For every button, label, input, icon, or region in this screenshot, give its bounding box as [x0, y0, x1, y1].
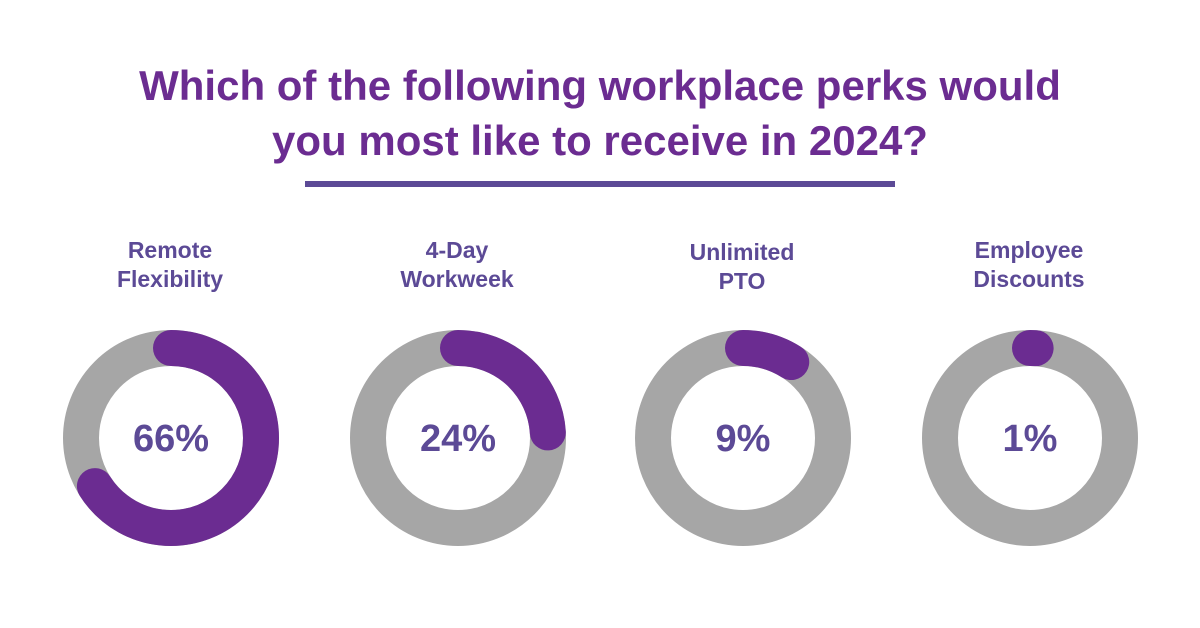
chart-title-line-1: Which of the following workplace perks w… [139, 62, 1061, 109]
title-divider [305, 181, 895, 187]
perk-label-line-2: PTO [718, 268, 766, 294]
perk-label-line-2: Flexibility [116, 266, 224, 292]
perk-card-4-day-workweek: 4-Day Workweek 24% [327, 230, 587, 560]
donut-value-arc [350, 330, 566, 546]
donut-value-arc [635, 330, 851, 546]
perk-label: Unlimited PTO [612, 238, 872, 296]
donut-chart: 9% [635, 330, 851, 546]
donut-percent-label: 24% [420, 418, 496, 460]
donut-chart: 1% [922, 330, 1138, 546]
perk-label-line-2: Discounts [973, 266, 1085, 292]
perk-label: 4-Day Workweek [327, 236, 587, 294]
donut-value-arc [922, 330, 1138, 546]
donut-value-arc [63, 330, 279, 546]
donut-chart: 24% [350, 330, 566, 546]
donut-percent-label: 1% [1003, 418, 1058, 460]
perk-label-line-1: 4-Day [425, 237, 489, 263]
donut-svg: 1% [922, 330, 1138, 546]
perk-card-employee-discounts: Employee Discounts 1% [899, 230, 1159, 560]
donut-svg: 24% [350, 330, 566, 546]
perk-label-line-2: Workweek [400, 266, 514, 292]
perk-label: Remote Flexibility [40, 236, 300, 294]
perk-label-line-1: Remote [127, 237, 213, 263]
chart-title-line-2: you most like to receive in 2024? [272, 117, 928, 164]
donut-svg: 9% [635, 330, 851, 546]
perk-card-remote-flexibility: Remote Flexibility 66% [40, 230, 300, 560]
perk-label-line-1: Unlimited [689, 239, 795, 265]
perk-card-unlimited-pto: Unlimited PTO 9% [612, 230, 872, 560]
donut-svg: 66% [63, 330, 279, 546]
perk-label-line-1: Employee [974, 237, 1084, 263]
chart-title: Which of the following workplace perks w… [40, 58, 1160, 168]
perk-label: Employee Discounts [899, 236, 1159, 294]
donut-percent-label: 66% [133, 418, 209, 460]
donut-chart: 66% [63, 330, 279, 546]
donut-percent-label: 9% [716, 418, 771, 460]
